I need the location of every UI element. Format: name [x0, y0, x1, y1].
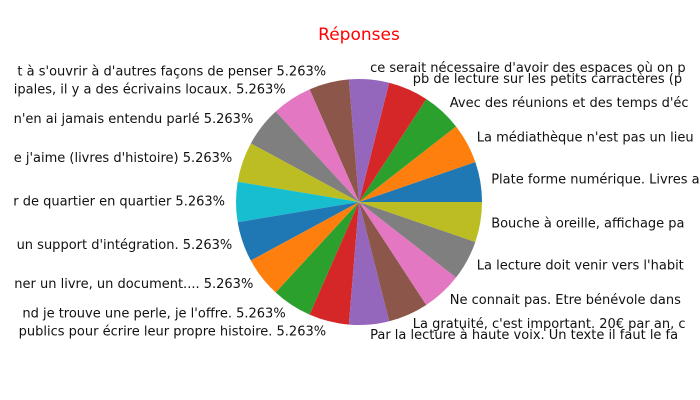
pie-slice	[359, 202, 482, 242]
pie-slice	[236, 181, 359, 223]
slice-label: publics pour écrire leur propre histoire…	[19, 324, 326, 339]
slice-label: ner un livre, un document.... 5.263%	[14, 277, 253, 292]
pie-slice	[359, 99, 457, 202]
pie-slice	[309, 202, 359, 325]
pie-slice	[275, 202, 359, 315]
slice-label: Avec des réunions et des temps d'éc	[450, 96, 689, 111]
pie-slice	[275, 89, 359, 202]
pie-slices	[236, 78, 482, 326]
slice-label: Ne connait pas. Etre bénévole dans	[450, 293, 681, 308]
pie-slice	[237, 202, 359, 261]
pie-slice	[359, 162, 482, 202]
pie-slice	[359, 202, 457, 305]
slice-label: Plate forme numérique. Livres audio,	[491, 172, 700, 187]
pie-slice	[237, 143, 359, 202]
pie-slice	[348, 202, 390, 326]
slice-label: pb de lecture sur les petits carractères…	[413, 72, 682, 87]
slice-label: Bouche à oreille, affichage pa	[491, 217, 684, 232]
slice-label: un support d'intégration. 5.263%	[17, 238, 233, 253]
chart-title: Réponses	[318, 25, 400, 45]
pie-slice	[359, 202, 427, 322]
slice-label: La médiathèque n'est pas un lieu	[477, 131, 694, 146]
slice-label: ce serait nécessaire d'avoir des espaces…	[370, 61, 686, 76]
pie-slice	[359, 126, 476, 202]
pie-slice	[359, 82, 427, 202]
slice-label: n'en ai jamais entendu parlé 5.263%	[14, 112, 254, 127]
pie-slice	[309, 79, 359, 202]
pie-slice	[359, 202, 476, 278]
pie-slice	[250, 202, 359, 293]
slice-label: nd je trouve une perle, je l'offre. 5.26…	[22, 307, 285, 322]
pie-labels: Plate forme numérique. Livres audio, La m…	[13, 61, 700, 343]
slice-label: r de quartier en quartier 5.263%	[13, 195, 225, 210]
slice-label: La gratuité, c'est important. 20€ par an…	[413, 317, 686, 332]
pie-slice	[250, 111, 359, 202]
slice-label: La lecture doit venir vers l'habit	[477, 258, 684, 273]
pie-slice	[348, 78, 390, 202]
slice-label: ipales, il y a des écrivains locaux. 5.2…	[14, 82, 286, 97]
slice-label: e j'aime (livres d'histoire) 5.263%	[14, 151, 233, 166]
slice-label: t à s'ouvrir à d'autres façons de penser…	[17, 65, 326, 80]
slice-label: Par la lecture à haute voix. Un texte il…	[370, 328, 678, 343]
